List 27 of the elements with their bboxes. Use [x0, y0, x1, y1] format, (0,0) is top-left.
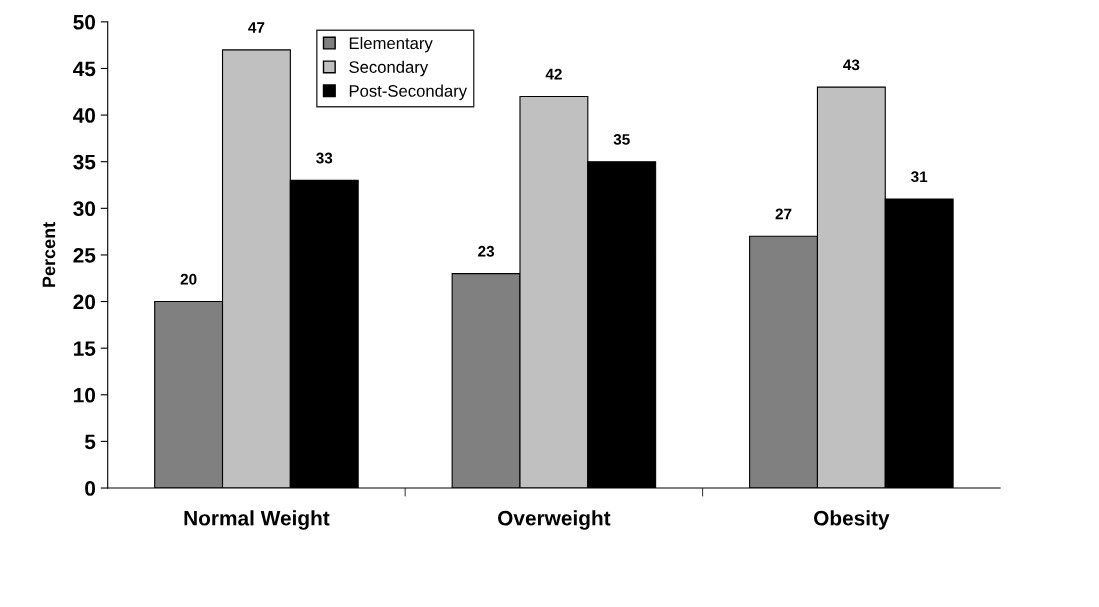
y-tick-label: 35 [73, 154, 96, 170]
y-tick-label: 15 [74, 341, 96, 356]
x-tick-label: Normal Weight [184, 510, 330, 530]
y-tick-label: 30 [73, 201, 96, 217]
data-label: 47 [248, 22, 265, 33]
data-label: 35 [613, 133, 630, 145]
y-tick-label: 50 [73, 14, 96, 30]
y-tick-label: 20 [73, 294, 96, 310]
legend-label: Secondary [349, 60, 429, 77]
y-tick-label: 5 [84, 434, 96, 450]
data-label: 27 [775, 208, 792, 220]
y-tick-label: 25 [73, 247, 96, 263]
legend-label: Elementary [349, 36, 433, 53]
data-label: 31 [911, 171, 928, 183]
data-label: 23 [478, 245, 495, 257]
y-tick-label: 40 [73, 108, 96, 123]
x-tick-label: Obesity [814, 510, 890, 530]
y-tick-label: 0 [85, 481, 96, 496]
y-axis-title: Percent [42, 222, 56, 287]
data-label: 42 [545, 68, 562, 80]
legend-label: Post-Secondary [349, 84, 468, 101]
y-tick-label: 45 [73, 61, 96, 77]
data-label: 33 [316, 152, 333, 164]
data-label: 20 [180, 273, 197, 285]
x-tick-label: Overweight [498, 510, 611, 530]
data-label: 43 [843, 59, 860, 71]
y-tick-label: 10 [74, 387, 96, 403]
